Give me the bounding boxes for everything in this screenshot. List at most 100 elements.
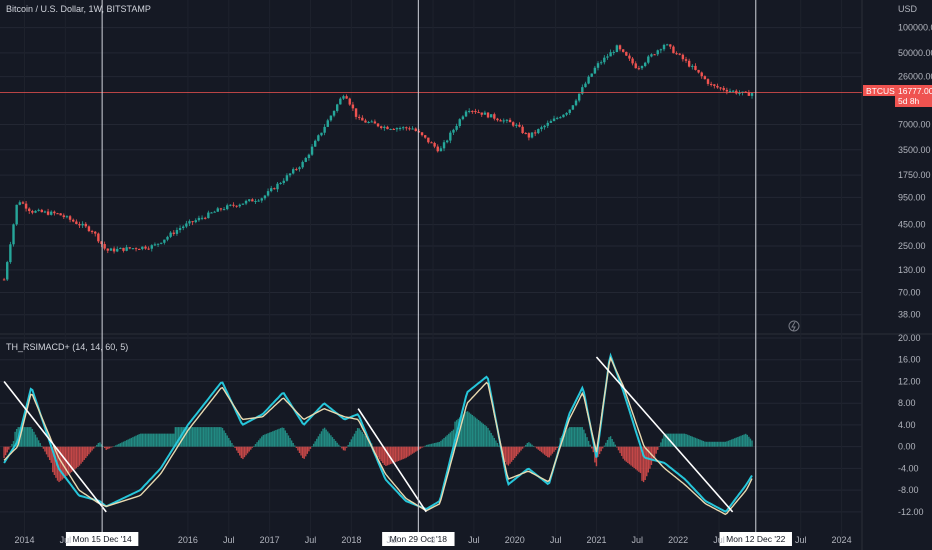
histogram-bar: [207, 427, 210, 447]
histogram-bar: [367, 439, 370, 447]
candle-body: [502, 120, 505, 122]
histogram-bar: [613, 441, 615, 447]
last-price: 16777.00: [898, 86, 932, 96]
histogram-bar: [129, 438, 131, 447]
candle-body: [474, 110, 477, 113]
candle-body: [72, 219, 75, 222]
histogram-bar: [334, 440, 337, 447]
histogram-bar: [375, 446, 378, 456]
time-tick-label: 2018: [341, 535, 361, 545]
candle-body: [97, 233, 100, 242]
candle-body: [370, 121, 373, 123]
lightning-icon[interactable]: [788, 320, 800, 332]
price-tick-label: 1750.00: [898, 170, 931, 180]
histogram-bar: [250, 446, 252, 450]
price-tick-label: 250.00: [898, 241, 926, 251]
trendline: [595, 356, 734, 513]
histogram-bar: [492, 435, 494, 447]
candle-body: [37, 209, 40, 211]
histogram-bar: [466, 411, 469, 447]
candle-body: [694, 65, 697, 70]
histogram-bar: [276, 429, 279, 447]
histogram-bar: [735, 437, 737, 447]
histogram-bar: [411, 446, 414, 454]
histogram-bar: [598, 446, 601, 455]
histogram-bar: [306, 446, 309, 454]
date-tag: Mon 29 Oct '18: [390, 534, 448, 544]
histogram-bar: [462, 414, 464, 447]
time-tick-label: Jul: [223, 535, 235, 545]
candle-body: [248, 199, 251, 201]
histogram-bar: [262, 435, 265, 447]
histogram-bar: [81, 446, 84, 462]
histogram-bar: [682, 433, 684, 447]
histogram-bar: [152, 433, 155, 447]
candle-body: [191, 221, 194, 223]
histogram-bar: [234, 446, 236, 448]
candle-body: [414, 128, 417, 131]
histogram-bar: [11, 443, 13, 447]
histogram-bar: [636, 446, 639, 471]
histogram-bar: [444, 436, 447, 447]
histogram-bar: [377, 446, 379, 458]
histogram-bar: [751, 440, 753, 447]
time-tick-label: Jul: [550, 535, 562, 545]
histogram-bar: [631, 446, 634, 467]
histogram-bar: [550, 446, 552, 456]
histogram-bar: [539, 446, 541, 451]
candle-body: [489, 114, 493, 118]
candle-body: [94, 231, 97, 234]
histogram-bar: [187, 427, 189, 447]
histogram-bar: [622, 446, 624, 459]
histogram-bar: [616, 446, 618, 448]
histogram-bar: [107, 446, 109, 450]
date-tag: Mon 12 Dec '22: [726, 534, 786, 544]
histogram-bar: [92, 446, 95, 449]
histogram-bar: [449, 432, 452, 447]
histogram-bar: [548, 446, 551, 458]
histogram-bar: [132, 437, 134, 447]
candle-body: [486, 112, 490, 118]
candle-body: [282, 180, 285, 183]
histogram-bar: [246, 446, 249, 454]
histogram-bar: [510, 446, 513, 462]
indicator-title: TH_RSIMACD+ (14, 14, 60, 5): [6, 342, 128, 352]
candle-body: [750, 93, 754, 96]
candle-body: [323, 126, 326, 133]
histogram-bar: [349, 442, 351, 447]
histogram-bar: [712, 441, 714, 447]
histogram-bar: [677, 433, 679, 447]
candle-body: [618, 45, 622, 50]
histogram-bar: [627, 446, 629, 464]
price-tick-label: 130.00: [898, 265, 926, 275]
histogram-bar: [235, 446, 238, 451]
histogram-bar: [402, 446, 404, 460]
indicator-tick-label: -8.00: [898, 485, 919, 495]
histogram-bar: [284, 430, 287, 447]
histogram-bar: [680, 433, 683, 447]
histogram-bar: [457, 418, 459, 447]
histogram-bar: [493, 437, 496, 447]
histogram-bar: [564, 432, 566, 447]
indicator-series-line: [3, 352, 753, 513]
candle-body: [420, 132, 424, 136]
histogram-bar: [289, 437, 291, 447]
histogram-bar: [173, 433, 175, 447]
histogram-bar: [344, 446, 346, 451]
histogram-bar: [237, 446, 239, 454]
histogram-bar: [86, 446, 89, 457]
candle-body: [436, 146, 439, 152]
histogram-bar: [408, 446, 411, 456]
histogram-bar: [352, 436, 354, 447]
histogram-bar: [232, 445, 235, 447]
histogram-bar: [176, 427, 178, 447]
candle-body: [2, 279, 6, 281]
indicator-tick-label: 8.00: [898, 398, 916, 408]
histogram-bar: [231, 442, 233, 447]
candle-body: [232, 204, 235, 206]
histogram-bar: [675, 433, 678, 447]
candle-body: [452, 129, 455, 133]
histogram-bar: [482, 423, 485, 447]
histogram-bar: [347, 444, 349, 447]
